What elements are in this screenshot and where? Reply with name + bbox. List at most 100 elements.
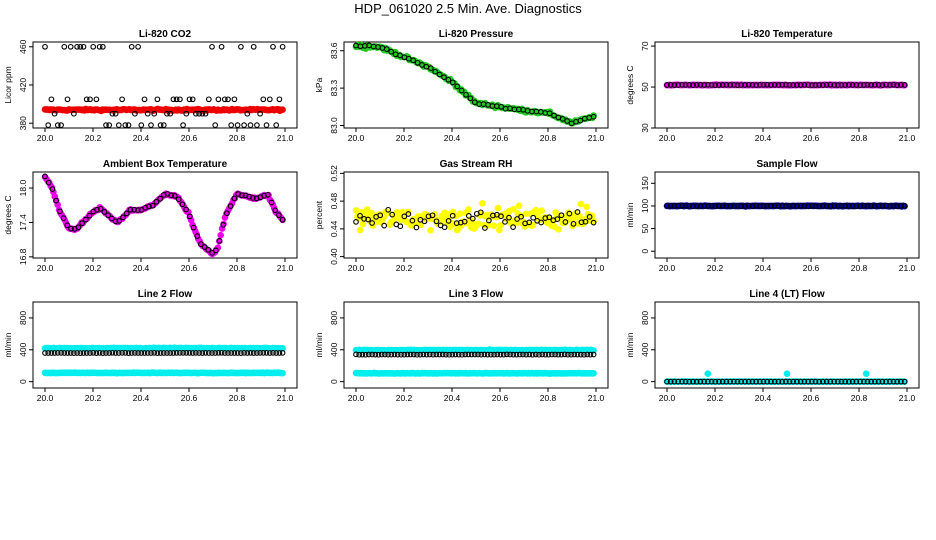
data-point [131, 206, 137, 213]
y-tick-label: 400 [329, 342, 339, 356]
data-point [864, 378, 871, 385]
series-avg [353, 206, 597, 231]
data-point [805, 82, 811, 88]
data-point [497, 351, 504, 358]
data-point [244, 350, 251, 356]
x-tick-label: 20.8 [851, 133, 868, 143]
data-point [128, 350, 135, 356]
data-point [883, 378, 889, 385]
x-tick-label: 20.0 [37, 393, 54, 403]
data-point [45, 350, 52, 356]
data-point [77, 350, 84, 356]
data-point [268, 199, 275, 206]
data-point [205, 96, 212, 103]
series-spikes [704, 370, 870, 378]
data-point [238, 43, 244, 50]
data-point [231, 350, 238, 356]
data-point [502, 219, 508, 225]
y-tick-label: 0.40 [329, 248, 339, 265]
data-point [860, 202, 867, 209]
data-point [584, 351, 591, 358]
y-tick-label: 0 [329, 379, 339, 384]
data-point [157, 195, 163, 202]
data-point [398, 351, 404, 358]
data-point [820, 82, 826, 88]
data-point [760, 82, 767, 88]
data-point [105, 212, 111, 219]
x-tick-label: 21.0 [588, 133, 605, 143]
data-point [526, 351, 533, 358]
data-point [693, 378, 700, 385]
data-point [860, 82, 867, 88]
series-avg [353, 351, 597, 358]
y-tick-label: 0.52 [329, 165, 339, 182]
data-point [128, 43, 135, 50]
data-point [49, 186, 56, 192]
data-point [180, 122, 186, 128]
x-tick-label: 20.6 [492, 133, 509, 143]
data-point [231, 195, 238, 202]
series-avg [42, 349, 286, 356]
data-point [273, 122, 280, 128]
data-point [247, 122, 254, 128]
y-axis-label: Licor ppm [3, 66, 13, 103]
data-point [231, 96, 238, 103]
data-point [590, 347, 597, 354]
data-point [94, 206, 100, 213]
data-point [701, 378, 707, 385]
data-point [356, 351, 363, 358]
data-point [270, 350, 276, 356]
data-point [96, 43, 103, 50]
data-point [671, 82, 678, 88]
data-point [168, 192, 175, 199]
series-avg [664, 81, 908, 88]
data-point [154, 350, 161, 356]
y-tick-label: 0.44 [329, 220, 339, 237]
data-point [771, 202, 778, 209]
data-point [779, 202, 785, 209]
data-point [71, 110, 77, 117]
data-point [272, 207, 279, 214]
data-point [445, 218, 452, 224]
data-point [389, 211, 396, 218]
data-point [87, 96, 93, 103]
data-point [497, 221, 505, 229]
data-point [42, 350, 48, 356]
data-point [701, 82, 707, 88]
data-point [164, 350, 170, 356]
y-tick-label: 380 [18, 116, 28, 130]
data-point [756, 203, 763, 209]
data-point [154, 96, 161, 103]
data-point [546, 214, 553, 221]
data-point [80, 350, 87, 356]
data-point [177, 350, 183, 356]
data-point [199, 110, 206, 117]
data-point [515, 202, 523, 209]
data-point [842, 378, 849, 385]
x-tick-label: 21.0 [899, 393, 916, 403]
data-point [701, 203, 707, 209]
data-point [513, 351, 520, 358]
data-point [167, 110, 174, 117]
plot-frame [343, 41, 609, 129]
data-point [86, 212, 93, 219]
data-point [157, 350, 164, 356]
data-point [514, 216, 520, 222]
data-point [45, 179, 52, 186]
data-point [279, 43, 286, 50]
data-point [436, 71, 443, 78]
series-avg [42, 173, 286, 256]
data-point [775, 82, 782, 88]
data-point [132, 350, 138, 356]
data-point [115, 122, 122, 128]
data-point [385, 351, 391, 358]
x-tick-label: 20.2 [707, 393, 724, 403]
data-point [523, 351, 530, 358]
data-point [54, 122, 61, 128]
data-point [58, 350, 64, 356]
data-point [730, 203, 737, 209]
data-point [875, 203, 882, 209]
data-point [194, 233, 201, 239]
data-point [90, 349, 97, 356]
data-point [369, 351, 375, 358]
